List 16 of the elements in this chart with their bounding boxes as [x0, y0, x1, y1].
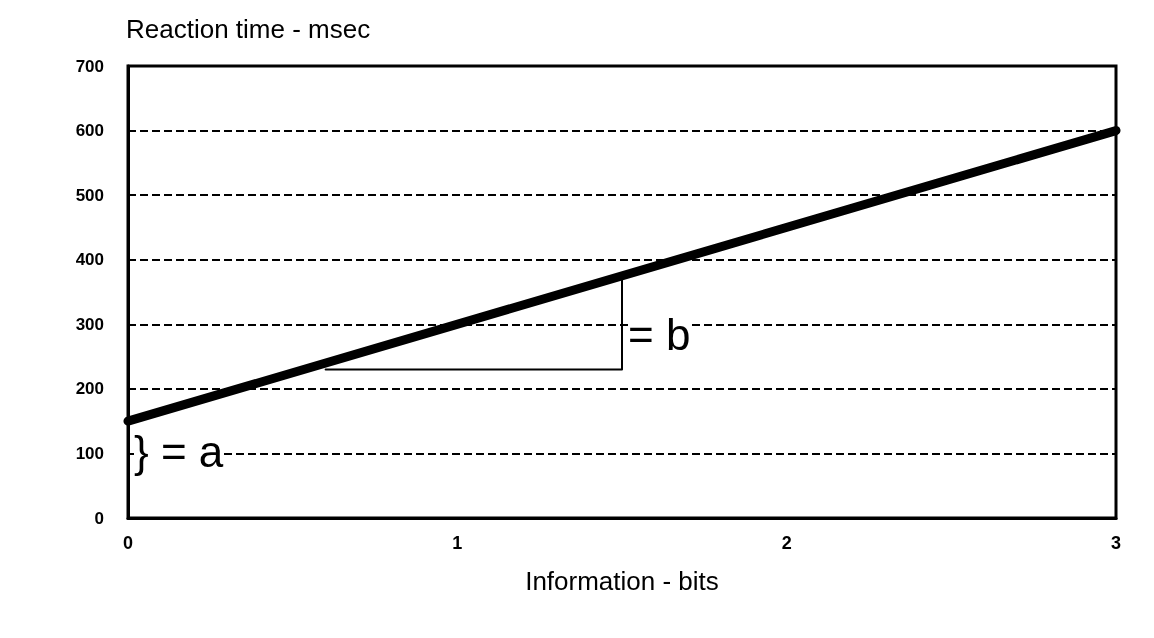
y-axis-title: Reaction time - msec [126, 14, 371, 44]
y-tick-label: 600 [75, 121, 104, 141]
y-tick-label: 400 [75, 250, 104, 270]
y-tick-label: 300 [75, 314, 104, 334]
x-tick-label: 1 [452, 533, 463, 553]
x-tick-label: 0 [122, 533, 134, 553]
y-tick-label: 200 [75, 379, 104, 399]
annotation: } = a [134, 426, 224, 476]
y-tick-label: 0 [94, 508, 104, 528]
x-tick-label: 3 [1110, 533, 1122, 553]
y-tick-label: 700 [75, 56, 104, 76]
x-tick-label: 2 [781, 533, 792, 553]
y-tick-label: 100 [75, 443, 104, 463]
annotation: = b [628, 310, 691, 360]
y-tick-label: 500 [75, 185, 104, 205]
x-axis-title: Information - bits [525, 566, 719, 596]
